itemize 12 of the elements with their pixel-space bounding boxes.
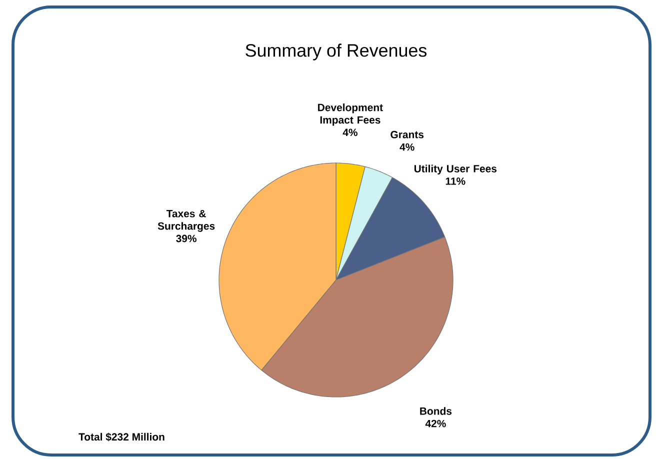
slice-label: Grants xyxy=(390,130,424,138)
slice-label: Utility User Fees xyxy=(414,164,497,174)
data-label: 42% xyxy=(425,420,446,428)
text: Total $232 Million xyxy=(78,432,164,442)
chart-title: Summary of Revenues xyxy=(246,44,427,60)
data-label: 4% xyxy=(342,128,358,136)
slice-label: Taxes & Surcharges xyxy=(158,210,215,232)
data-label: 4% xyxy=(400,143,414,151)
slice-label: Development Impact Fees xyxy=(318,104,383,126)
data-label: 11% xyxy=(446,177,466,185)
data-label: 39% xyxy=(176,234,196,242)
slice-label: Bonds xyxy=(420,407,452,415)
